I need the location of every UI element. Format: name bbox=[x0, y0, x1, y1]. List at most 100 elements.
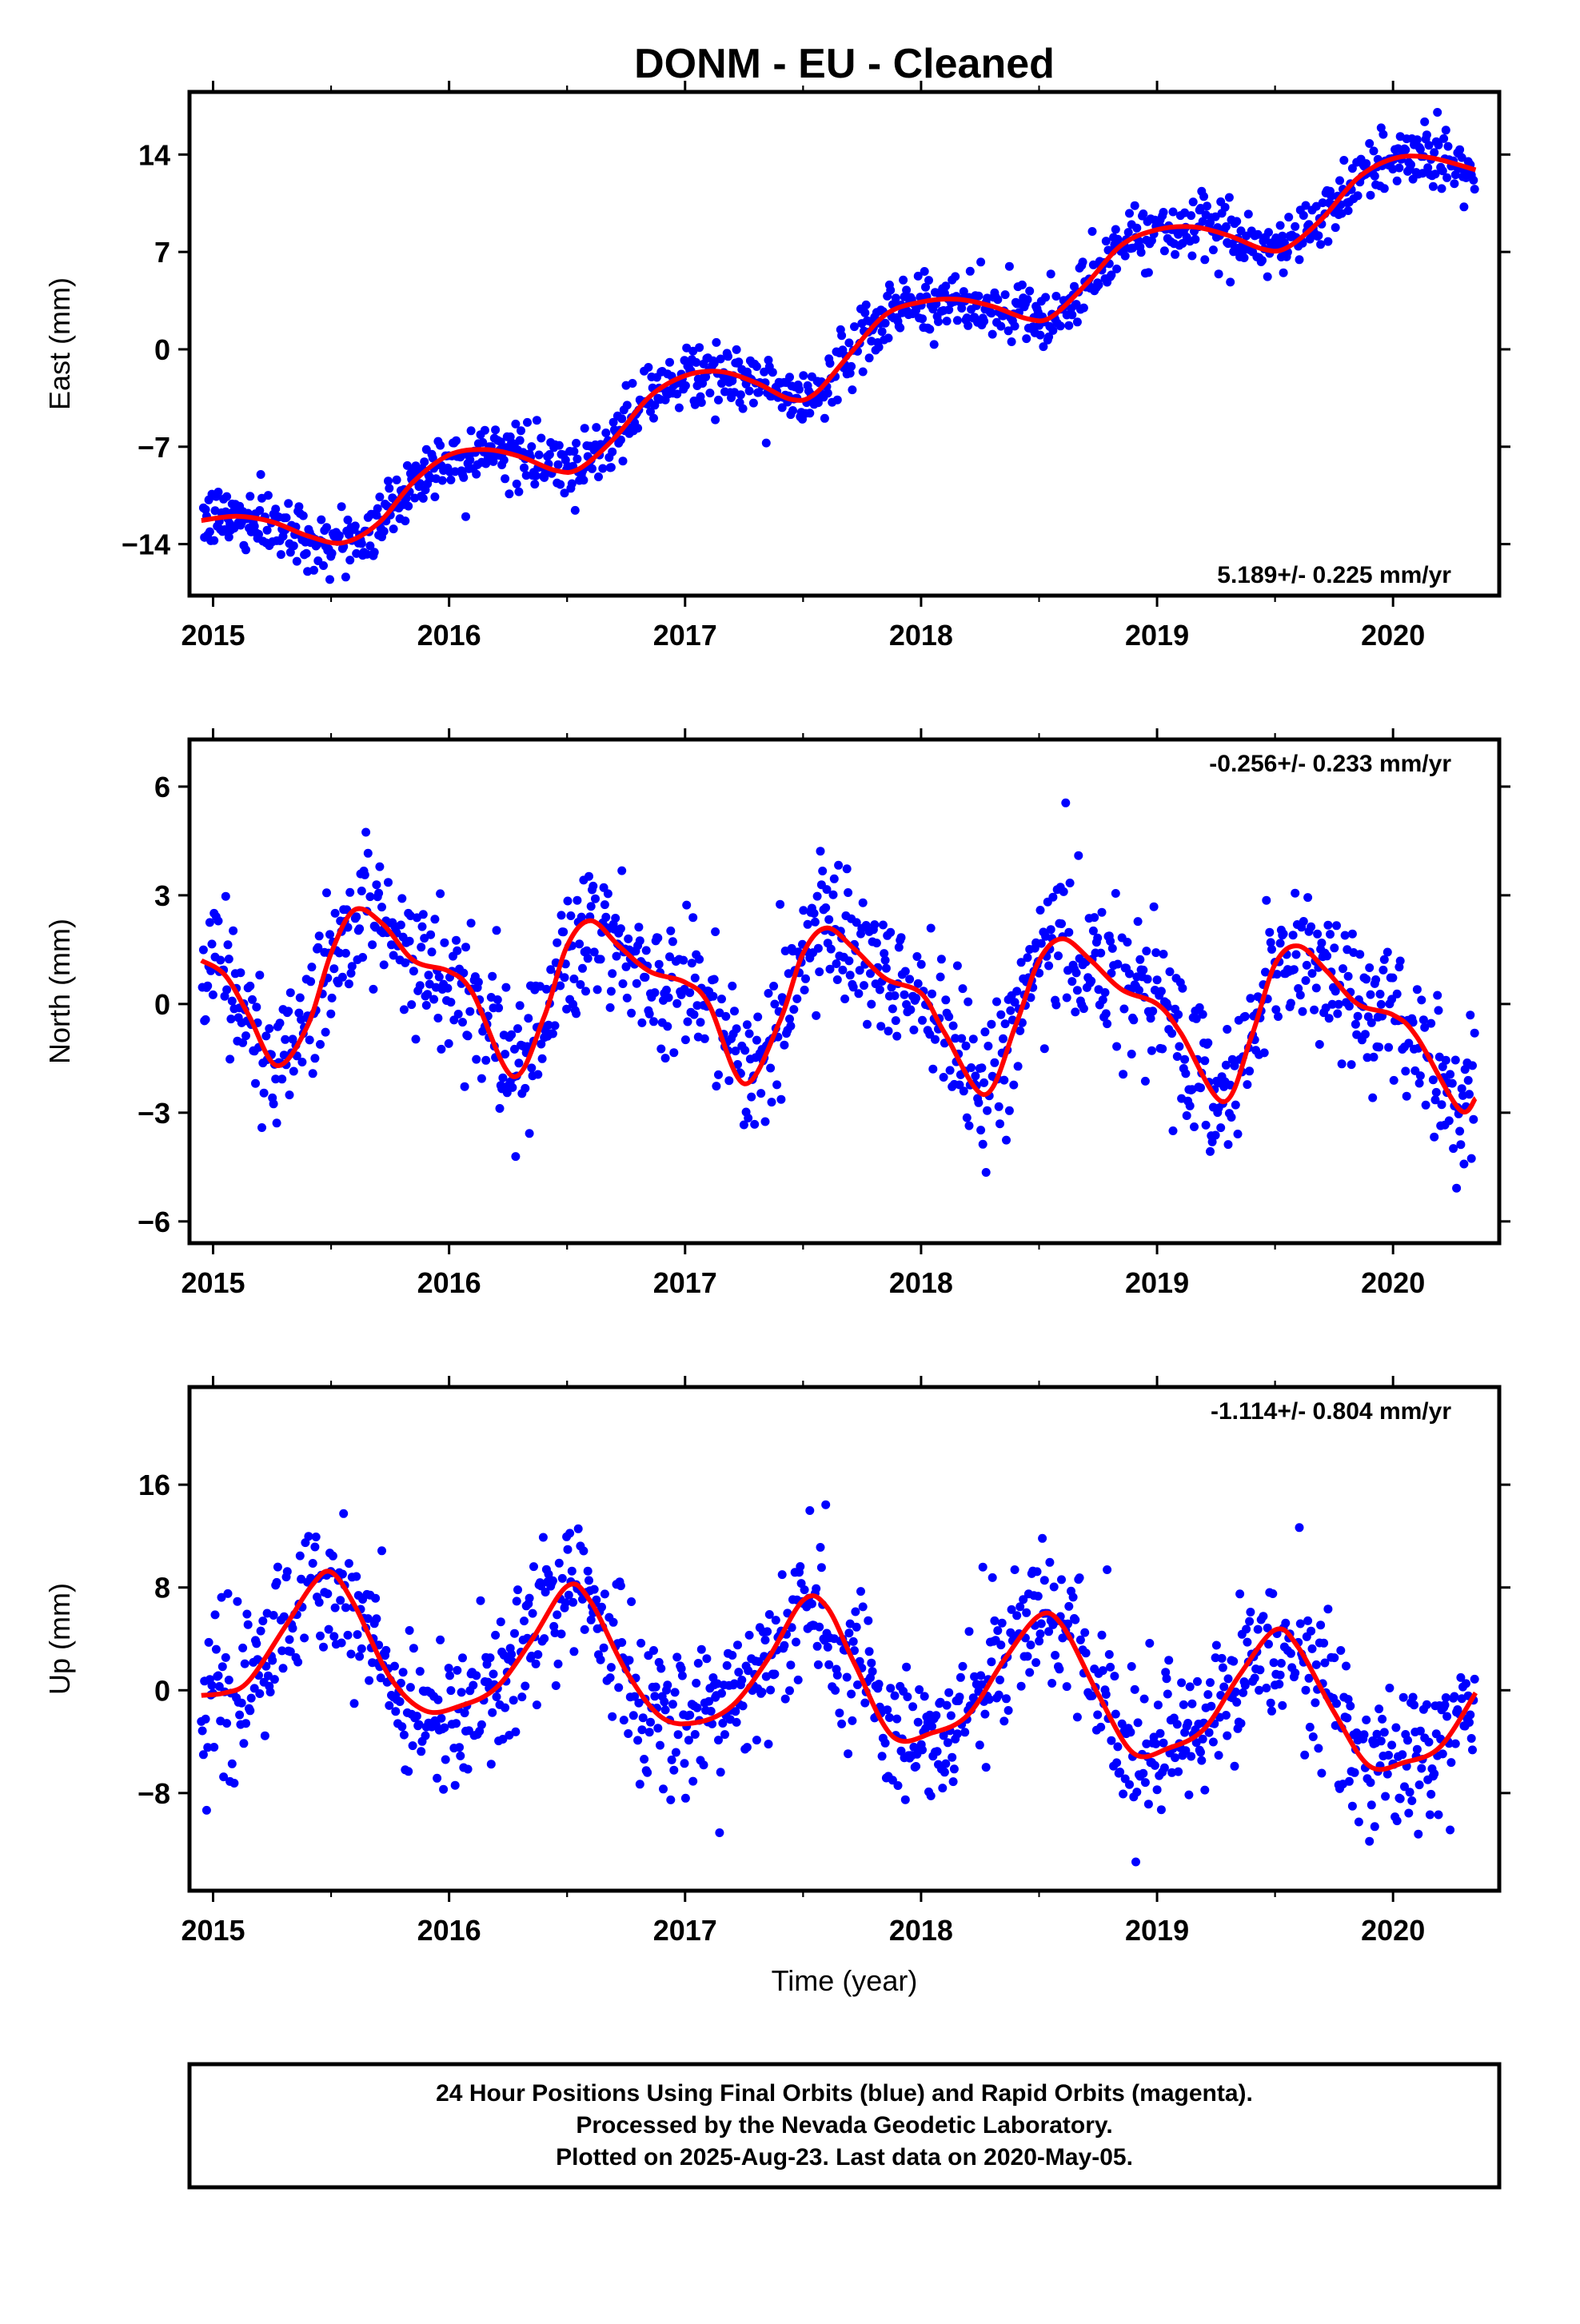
data-point bbox=[1075, 1573, 1084, 1583]
data-point bbox=[1388, 973, 1398, 983]
data-point bbox=[224, 1676, 233, 1684]
data-point bbox=[1316, 1620, 1326, 1630]
data-point bbox=[1152, 975, 1162, 985]
data-point bbox=[1036, 1619, 1046, 1628]
data-point bbox=[1062, 1682, 1071, 1692]
data-point bbox=[1181, 1746, 1191, 1756]
data-point bbox=[1441, 1055, 1450, 1065]
data-point bbox=[1206, 1678, 1215, 1688]
data-point bbox=[437, 476, 447, 485]
data-point bbox=[365, 541, 375, 551]
data-point bbox=[1072, 986, 1082, 995]
data-point bbox=[744, 1114, 753, 1122]
data-point bbox=[912, 1762, 921, 1771]
data-point bbox=[739, 1120, 748, 1130]
data-point bbox=[1423, 163, 1433, 173]
data-point bbox=[363, 848, 373, 858]
data-point bbox=[1211, 1130, 1220, 1140]
data-point bbox=[201, 1714, 210, 1724]
data-point bbox=[1262, 895, 1271, 905]
data-point bbox=[888, 1776, 897, 1785]
data-point bbox=[1051, 1651, 1060, 1660]
data-point bbox=[1171, 249, 1180, 259]
data-point bbox=[792, 1637, 800, 1647]
data-point bbox=[556, 981, 565, 991]
data-point bbox=[1275, 939, 1285, 948]
data-point bbox=[1223, 1674, 1233, 1684]
data-point bbox=[528, 1608, 537, 1618]
data-point bbox=[1466, 1710, 1475, 1720]
data-point bbox=[820, 413, 829, 423]
data-point bbox=[704, 1696, 714, 1706]
data-point bbox=[430, 492, 440, 501]
data-point bbox=[605, 1673, 615, 1683]
data-point bbox=[926, 1791, 936, 1800]
data-point bbox=[1150, 1760, 1159, 1770]
data-point bbox=[233, 1597, 242, 1606]
data-point bbox=[297, 1058, 307, 1066]
data-point bbox=[245, 981, 255, 991]
data-point bbox=[1407, 1796, 1417, 1805]
data-point bbox=[837, 1719, 847, 1728]
data-point bbox=[1300, 1750, 1310, 1760]
data-point bbox=[716, 1768, 725, 1777]
data-point bbox=[511, 1727, 521, 1736]
data-point bbox=[608, 969, 617, 979]
data-point bbox=[641, 946, 651, 955]
data-point bbox=[1317, 939, 1327, 947]
data-point bbox=[608, 1712, 617, 1721]
data-point bbox=[918, 314, 927, 324]
data-point bbox=[570, 505, 580, 515]
data-point bbox=[1067, 310, 1077, 320]
data-point bbox=[696, 1018, 705, 1027]
data-point bbox=[896, 933, 906, 943]
data-point bbox=[1026, 1640, 1035, 1650]
data-point bbox=[996, 1010, 1006, 1019]
data-point bbox=[1450, 1739, 1460, 1748]
data-point bbox=[1404, 1808, 1414, 1818]
data-point bbox=[560, 973, 569, 983]
data-point bbox=[428, 453, 437, 463]
data-point bbox=[1143, 975, 1152, 984]
data-point bbox=[238, 1038, 248, 1047]
data-point bbox=[404, 501, 413, 511]
plot-frame bbox=[187, 90, 1502, 598]
data-point bbox=[269, 1099, 278, 1109]
data-point bbox=[417, 922, 427, 931]
data-point bbox=[971, 1071, 980, 1081]
data-point bbox=[1347, 929, 1357, 939]
x-tick-label: 2016 bbox=[417, 619, 481, 652]
data-point bbox=[978, 1562, 988, 1572]
data-point bbox=[243, 1620, 253, 1629]
data-point bbox=[959, 1086, 968, 1096]
data-point bbox=[891, 293, 900, 303]
data-point bbox=[1317, 1768, 1327, 1778]
data-point bbox=[949, 1764, 959, 1774]
data-point bbox=[1468, 1061, 1477, 1070]
data-point bbox=[616, 1581, 625, 1591]
data-point bbox=[1135, 986, 1143, 995]
data-point bbox=[660, 1705, 670, 1715]
data-point bbox=[1149, 902, 1159, 911]
data-point bbox=[1275, 1670, 1285, 1680]
data-point bbox=[434, 972, 444, 982]
data-point bbox=[1410, 1700, 1418, 1710]
data-point bbox=[1219, 1682, 1229, 1692]
data-point bbox=[903, 1692, 912, 1701]
data-point bbox=[455, 1743, 464, 1752]
data-point bbox=[744, 386, 754, 396]
data-point bbox=[491, 425, 501, 435]
data-point bbox=[730, 1007, 739, 1016]
data-point bbox=[369, 548, 379, 557]
data-point bbox=[666, 1795, 676, 1804]
data-point bbox=[589, 1585, 599, 1594]
data-point bbox=[242, 1609, 252, 1619]
data-point bbox=[957, 1034, 967, 1043]
data-point bbox=[617, 1638, 627, 1647]
data-point bbox=[880, 318, 890, 328]
data-point bbox=[1442, 173, 1452, 182]
data-point bbox=[649, 1017, 658, 1026]
data-point bbox=[816, 1543, 825, 1552]
data-point bbox=[709, 975, 719, 984]
data-point bbox=[1132, 223, 1142, 233]
